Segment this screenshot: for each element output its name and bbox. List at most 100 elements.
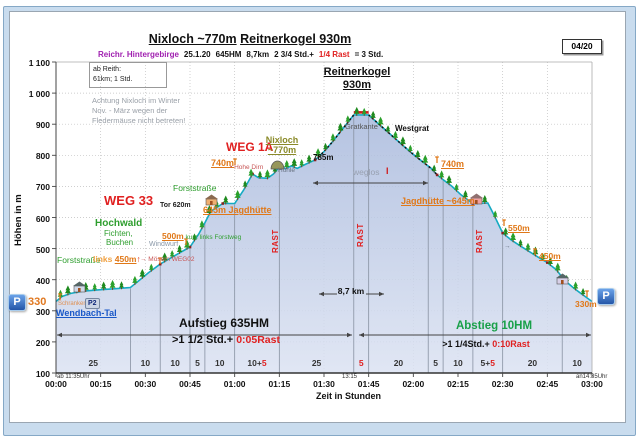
rast-label-3: RAST <box>475 229 484 253</box>
leg-minutes-9: 20 <box>393 358 404 368</box>
leg-minutes-13: 20 <box>527 358 538 368</box>
m740-label-left: 740m <box>211 158 235 168</box>
subtitle-region: Reichr. Hintergebirge <box>98 50 179 59</box>
date-stamp: 04/20 <box>562 39 602 54</box>
nixloch-label-1: Nixloch <box>265 135 299 145</box>
leg-minutes-2: 10 <box>140 358 151 368</box>
summit-title-line1: Reitnerkogel <box>323 66 391 78</box>
leg-minutes-5: 10 <box>215 358 225 368</box>
x-axis-title: Zeit in Stunden <box>316 391 381 401</box>
gratkante-label: Gratkante <box>345 122 378 131</box>
windwurf-label: Windwurf <box>149 241 179 248</box>
y-tick-800: 800 <box>35 151 50 162</box>
y-tick-400: 400 <box>35 275 50 286</box>
parking-right-icon: P <box>597 288 615 305</box>
y-tick-700: 700 <box>35 182 50 193</box>
m550-label: 550m <box>508 223 530 233</box>
x-tick-01:45: 01:45 <box>357 379 380 389</box>
y-tick-300: 300 <box>35 306 50 317</box>
leg-minutes-7: 25 <box>311 358 322 368</box>
info-box: ab Reith: 61km; 1 Std. <box>89 62 167 89</box>
rast-label-2: RAST <box>356 223 365 247</box>
subtitle-time: 2 3/4 Std.+ <box>274 50 314 59</box>
y-tick-200: 200 <box>35 337 50 348</box>
wendbach-tal-label: Wendbach-Tal <box>56 308 117 318</box>
chart-title-part1: Nixloch ~770m <box>148 32 237 46</box>
m330-label: 330m <box>575 299 597 309</box>
fichten-label: Fichten, <box>104 229 133 238</box>
m450-label: 450m <box>539 251 561 261</box>
jagdhuette-645m-label-right: Jagdhütte ~645m <box>401 196 475 206</box>
x-tick-01:00: 01:00 <box>223 379 246 389</box>
warning-note: Achtung Nixloch im Winter Nov. - März we… <box>92 96 186 126</box>
y-tick-600: 600 <box>35 213 50 224</box>
weg1a-label: WEG 1A <box>226 140 274 154</box>
jagdhuette-645m-label-left: 645m Jagdhütte <box>203 205 272 215</box>
x-tick-02:00: 02:00 <box>402 379 425 389</box>
info-line1: ab Reith: <box>93 66 122 73</box>
subtitle-km: 8,7km <box>246 50 270 59</box>
x-tick-00:45: 00:45 <box>179 379 201 389</box>
leg-minutes-1: 25 <box>88 358 98 368</box>
leg-minutes-6: 10+5 <box>247 358 267 368</box>
tor-620m-label: Tor 620m <box>160 202 191 209</box>
x-tick-00:15: 00:15 <box>89 379 112 389</box>
x-tick-01:30: 01:30 <box>313 379 335 389</box>
leg-minutes-3: 10 <box>170 358 180 368</box>
forststrasse-label-1: Forststraße <box>57 255 101 265</box>
weg33-label: WEG 33 <box>104 193 154 208</box>
subtitle-date: 25.1.20 <box>183 50 211 59</box>
forststrasse-label-2: Forststraße <box>173 183 217 193</box>
arrow-550-mark: → <box>504 243 511 250</box>
y-tick-100: 100 <box>35 369 50 379</box>
y-tick-1100: 1 100 <box>28 58 50 68</box>
end-time-note: an14:35Uhr <box>576 374 608 380</box>
x-tick-02:45: 02:45 <box>536 379 559 389</box>
subtitle-hm: 645HM <box>215 50 242 59</box>
weglos-i-mark: I <box>386 166 389 176</box>
subtitle-total: = 3 Std. <box>354 50 384 59</box>
parking-left-elev: 330 <box>28 296 47 308</box>
summit-title-line2: 930m <box>342 79 372 91</box>
hohe-dirn-label: • Hohe Dirn <box>230 164 264 171</box>
weglos-label: weglos <box>353 167 380 177</box>
moesern-label: → Mösern WEG02 <box>140 256 195 263</box>
leg-minutes-11: 10 <box>453 358 463 368</box>
x-tick-03:00: 03:00 <box>581 379 603 389</box>
x-tick-00:00: 00:00 <box>45 379 67 389</box>
abstieg-label: Abstieg 10HM <box>455 320 533 332</box>
y-tick-1000: 1 000 <box>28 89 50 100</box>
kurz-links-label: 500m kurz links Forstweg <box>162 231 242 241</box>
schranken-label: Schranken <box>58 301 87 307</box>
x-tick-02:30: 02:30 <box>491 379 514 389</box>
subtitle-rast: 1/4 Rast <box>318 50 350 59</box>
rast-label-1: RAST <box>271 229 280 253</box>
chart-title-part2: Reitnerkogel 930m <box>240 32 352 46</box>
chart-title: Nixloch ~770m Reitnerkogel 930m <box>56 32 444 46</box>
m740-label-right: 740m <box>441 159 465 169</box>
x-tick-00:30: 00:30 <box>134 379 157 389</box>
distance-label: 8,7 km <box>337 286 365 296</box>
hochwald-label: Hochwald <box>95 218 143 229</box>
nixloch-label-2: ~770m <box>267 145 297 155</box>
y-tick-500: 500 <box>35 244 50 255</box>
m785-label: 785m <box>313 153 334 162</box>
hoehle-label: Höhle <box>278 167 295 174</box>
info-line2: 61km; 1 Std. <box>93 76 133 84</box>
westgrat-label: Westgrat <box>395 124 430 133</box>
buchen-label: Buchen <box>106 238 134 247</box>
chart-subtitle: Reichr. Hintergebirge 25.1.20 645HM 8,7k… <box>98 50 383 59</box>
leg-minutes-12: 5+5 <box>480 358 495 368</box>
parking-left-icon: P <box>8 294 26 311</box>
x-tick-01:15: 01:15 <box>268 379 291 389</box>
aufstieg-time-label: >1 1/2 Std.+ 0:05Rast <box>172 334 280 346</box>
abstieg-time-label: >1 1/4Std.+ 0:10Rast <box>442 339 530 349</box>
y-tick-900: 900 <box>35 120 50 131</box>
aufstieg-label: Aufstieg 635HM <box>178 316 270 330</box>
x-tick-02:15: 02:15 <box>447 379 469 389</box>
p2-badge: P2 <box>85 298 100 309</box>
leg-minutes-8: 5 <box>358 358 364 368</box>
start-time-note: ab 11:35Uhr <box>57 374 90 380</box>
leg-minutes-4: 5 <box>195 358 200 368</box>
